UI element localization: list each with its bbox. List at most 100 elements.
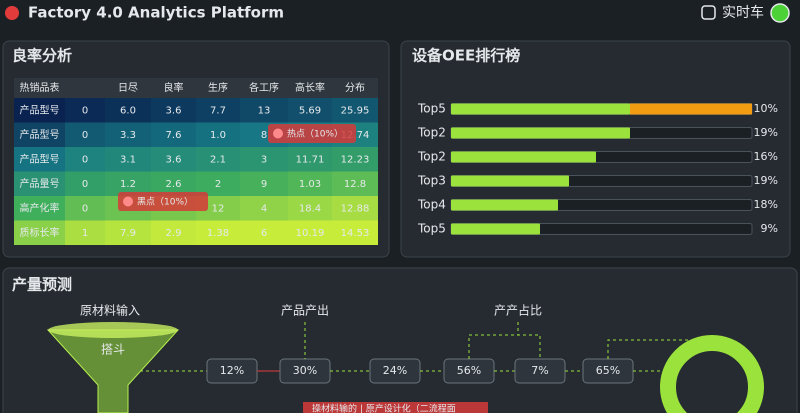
rank-label: Top5 xyxy=(417,102,446,116)
heat-cell xyxy=(240,98,288,123)
cell-value: 产品型号 xyxy=(20,103,60,116)
heat-cell xyxy=(105,171,151,196)
cell-value: 1.2 xyxy=(120,179,136,190)
cell-value: 3.3 xyxy=(120,130,136,141)
cell-value: 5.69 xyxy=(299,105,321,116)
cell-value: 11.71 xyxy=(296,154,325,165)
heat-cell xyxy=(288,196,332,221)
cell-value: 2.9 xyxy=(166,228,182,239)
stage-label: 产产占比 xyxy=(494,303,542,318)
cell-value: 0 xyxy=(82,179,88,190)
rank-value: 18% xyxy=(754,198,778,211)
heat-cell xyxy=(105,147,151,172)
step-value: 56% xyxy=(457,364,481,377)
heat-cell xyxy=(65,220,105,245)
column-header: 生序 xyxy=(208,81,228,94)
rank-label: Top2 xyxy=(417,150,446,164)
heat-cell xyxy=(14,98,65,123)
alert-banner[interactable] xyxy=(303,402,488,413)
rank-value: 19% xyxy=(754,174,778,187)
rank-value: 16% xyxy=(754,150,778,163)
heat-cell xyxy=(332,98,378,123)
column-header: 分布 xyxy=(345,82,365,94)
table-header xyxy=(14,78,378,98)
column-header: 高长率 xyxy=(295,81,325,94)
rank-label: Top4 xyxy=(417,198,446,212)
step-value: 12% xyxy=(220,364,244,377)
rank-value: 19% xyxy=(754,126,778,139)
heat-cell xyxy=(14,171,65,196)
banner-text: 操材料输的 | 原产设计化（二流程面 xyxy=(312,403,456,413)
heat-cell xyxy=(332,220,378,245)
hotspot-tag[interactable] xyxy=(118,192,208,211)
funnel-label: 搭斗 xyxy=(101,343,125,357)
status-label[interactable]: 实时车 xyxy=(722,4,764,21)
flow-link xyxy=(607,339,700,372)
heat-cell xyxy=(240,171,288,196)
tag-icon xyxy=(273,128,283,139)
bar-fill xyxy=(451,103,630,115)
bar-fill xyxy=(451,151,596,163)
cell-value: 0 xyxy=(82,130,88,141)
column-header: 各工序 xyxy=(249,81,279,94)
heat-cell xyxy=(332,171,378,196)
bar-fill xyxy=(451,175,569,187)
rank-label: Top3 xyxy=(417,174,446,188)
cell-value: 9 xyxy=(261,179,267,190)
heat-cell xyxy=(196,122,240,147)
cell-value: 8 xyxy=(261,130,267,141)
heat-cell xyxy=(151,98,196,123)
cell-value: 7.9 xyxy=(120,228,136,239)
heat-cell xyxy=(196,171,240,196)
step-value: 7% xyxy=(531,364,548,377)
status-toggle[interactable] xyxy=(770,3,790,23)
cell-value: 12 xyxy=(212,203,225,214)
donut xyxy=(660,335,764,413)
heat-cell xyxy=(196,220,240,245)
heat-cell xyxy=(332,196,378,221)
cell-value: 18.4 xyxy=(299,203,321,214)
cell-value: 10.19 xyxy=(296,228,325,239)
bar-fill xyxy=(451,223,540,235)
heat-cell xyxy=(65,171,105,196)
funnel-top xyxy=(48,322,178,338)
hotspot-tag[interactable] xyxy=(268,124,356,143)
status-icon xyxy=(701,5,716,20)
tag-label: 热点（10%） xyxy=(287,128,343,140)
cell-value: 3.1 xyxy=(120,154,136,165)
rank-label: Top5 xyxy=(417,222,446,236)
cell-value: 12.88 xyxy=(341,203,370,214)
cell-value: 3.6 xyxy=(166,105,182,116)
cell-value: 14.53 xyxy=(341,228,370,239)
cell-value: 2.1 xyxy=(210,154,226,165)
heat-cell xyxy=(332,147,378,172)
heat-cell xyxy=(105,122,151,147)
heat-cell xyxy=(151,122,196,147)
cell-value: 质标长率 xyxy=(20,226,60,239)
heat-cell xyxy=(65,147,105,172)
heat-cell xyxy=(288,147,332,172)
heat-cell xyxy=(14,122,65,147)
step-value: 30% xyxy=(293,364,317,377)
heat-cell xyxy=(151,220,196,245)
heat-cell xyxy=(288,220,332,245)
tag-label: 黑点（10%） xyxy=(137,197,193,208)
cell-value: 12.8 xyxy=(344,179,366,190)
heat-cell xyxy=(14,147,65,172)
heat-cell xyxy=(240,196,288,221)
bar-highlight xyxy=(630,103,752,115)
cell-value: 6.0 xyxy=(120,105,136,116)
panel-title: 良率分析 xyxy=(12,47,72,65)
cell-value: 3.6 xyxy=(166,154,182,165)
heat-cell xyxy=(105,220,151,245)
cell-value: 0 xyxy=(82,105,88,116)
heat-cell xyxy=(196,147,240,172)
cell-value: 产品量号 xyxy=(20,177,60,190)
cell-value: 3 xyxy=(261,154,267,165)
column-header: 热销品表 xyxy=(20,81,60,94)
heat-cell xyxy=(65,122,105,147)
heat-cell xyxy=(196,98,240,123)
cell-value: 25.95 xyxy=(341,105,370,116)
step-value: 65% xyxy=(596,364,620,377)
